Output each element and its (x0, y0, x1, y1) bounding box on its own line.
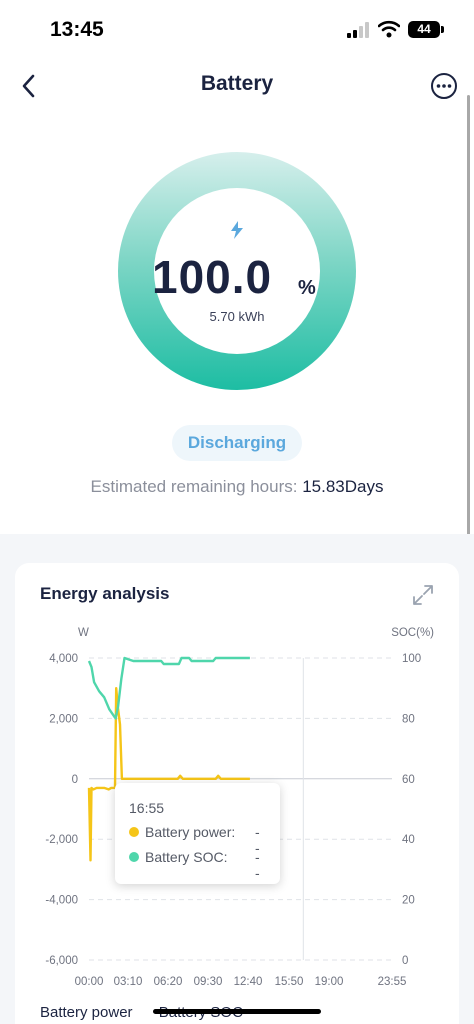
energy-chart[interactable]: W SOC(%) 4,000 2,000 0 -2,000 -4,000 -6,000 100 8… (15, 563, 459, 1023)
y-left-tick-label: -6,000 (45, 955, 78, 967)
battery-status-icon: 44 (408, 21, 440, 38)
x-tick-label: 00:00 (75, 976, 104, 988)
expand-icon[interactable] (412, 584, 434, 606)
y-right-tick-label: 40 (402, 834, 415, 846)
status-badge: Discharging (172, 425, 302, 461)
x-tick-label: 15:50 (275, 976, 304, 988)
chart-tooltip: 16:55 Battery power: -- Battery SOC: -- (115, 783, 280, 884)
remaining-hours-label: Estimated remaining hours: (90, 477, 303, 496)
battery-energy-value: 5.70 kWh (209, 309, 265, 324)
y-right-tick-label: 20 (402, 895, 415, 907)
y-right-tick-label: 60 (402, 774, 415, 786)
y-left-tick-label: -2,000 (45, 834, 78, 846)
gauge-inner (154, 188, 320, 354)
battery-status-nub (441, 26, 444, 33)
x-tick-label: 23:55 (378, 976, 407, 988)
nav-bar: Battery (0, 62, 474, 110)
tooltip-power-label: Battery power: (145, 824, 236, 840)
x-tick-label: 09:30 (194, 976, 223, 988)
remaining-hours-value: 15.83Days (302, 477, 384, 496)
status-time: 13:45 (50, 18, 104, 41)
y-left-tick-label: -4,000 (45, 895, 78, 907)
remaining-hours: Estimated remaining hours: 15.83Days (0, 477, 474, 497)
tooltip-soc-value: -- (255, 849, 260, 881)
y-left-tick-label: 2,000 (49, 713, 78, 725)
back-arrow-icon[interactable] (18, 72, 42, 100)
home-indicator (153, 1009, 321, 1014)
x-tick-label: 19:00 (315, 976, 344, 988)
battery-soc-line (87, 656, 250, 720)
tooltip-power-value: -- (255, 824, 260, 856)
lightning-bolt-icon (231, 221, 243, 239)
wifi-icon (378, 20, 400, 38)
page-title: Battery (200, 72, 274, 95)
tooltip-soc-label: Battery SOC: (145, 849, 228, 865)
status-bar: 13:45 44 (0, 0, 474, 62)
y-right-tick-label: 100 (402, 653, 421, 665)
battery-percent-value: 100.0 (152, 251, 273, 303)
y-right-tick-label: 80 (402, 713, 415, 725)
scrollbar[interactable] (467, 95, 470, 903)
more-options-icon[interactable] (430, 72, 458, 100)
y-left-tick-label: 0 (72, 774, 78, 786)
soc-dot-icon (129, 852, 139, 862)
tooltip-time: 16:55 (129, 800, 165, 816)
battery-percent-unit: % (298, 277, 316, 299)
y-axis-right-label: SOC(%) (391, 627, 434, 639)
power-dot-icon (129, 827, 139, 837)
card-title: Energy analysis (40, 584, 170, 603)
tooltip-row-soc: Battery SOC: -- (129, 849, 260, 881)
x-tick-label: 03:10 (114, 976, 143, 988)
tooltip-row-power: Battery power: -- (129, 824, 260, 856)
y-left-tick-label: 4,000 (49, 653, 78, 665)
y-right-tick-label: 0 (402, 955, 408, 967)
x-tick-label: 12:40 (234, 976, 263, 988)
legend-item-battery-power[interactable]: Battery power (40, 1004, 133, 1021)
x-tick-label: 06:20 (154, 976, 183, 988)
energy-analysis-card: Energy analysis W SOC(%) 4,000 2,000 0 -2,000… (15, 563, 459, 1024)
cellular-signal-icon (347, 22, 369, 38)
battery-gauge: 100.0 % 5.70 kWh (118, 152, 356, 390)
y-axis-left-label: W (78, 627, 89, 639)
